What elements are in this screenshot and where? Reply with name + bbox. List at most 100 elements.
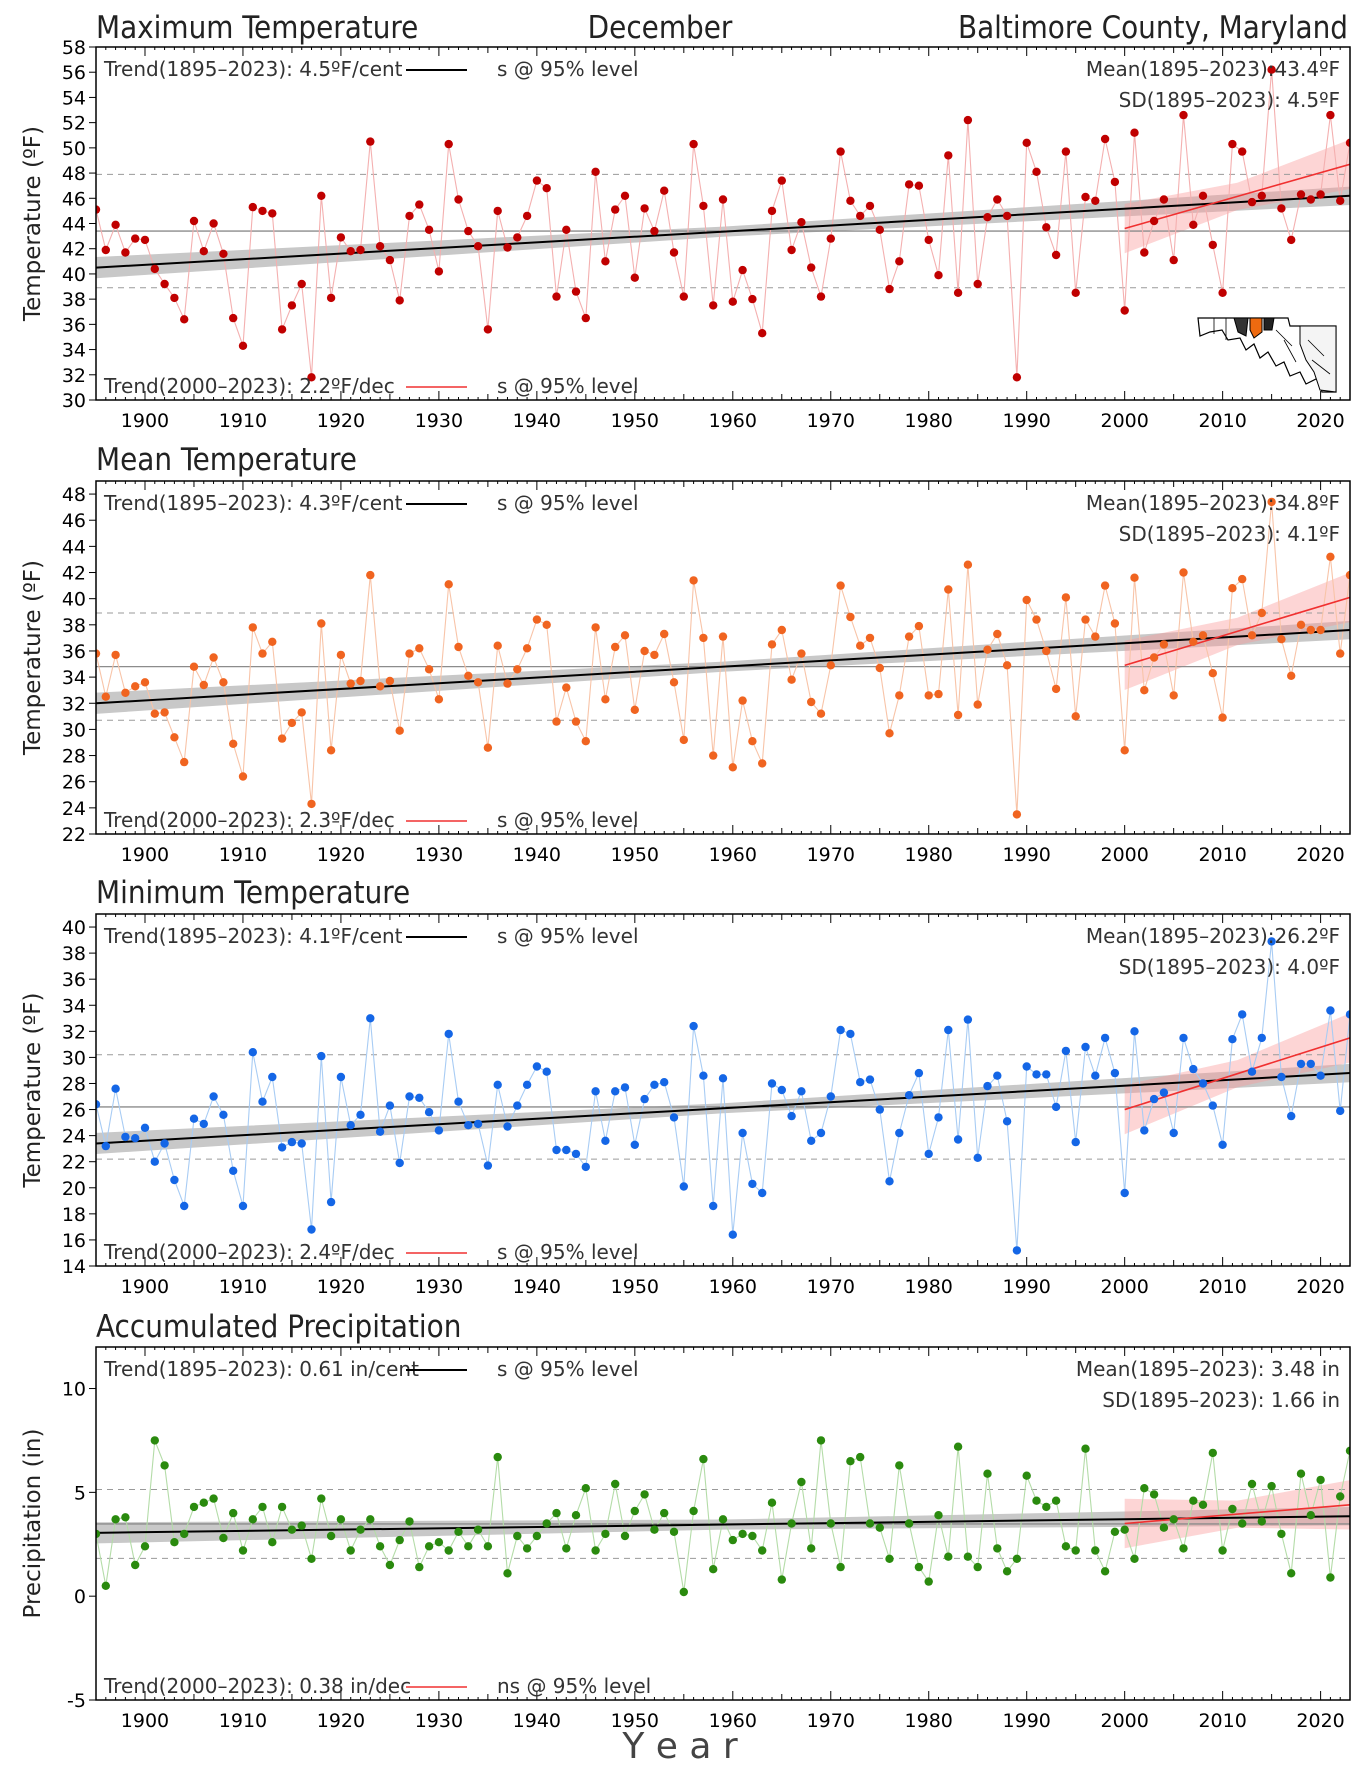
data-point — [160, 279, 169, 289]
data-point — [1277, 1529, 1286, 1539]
data-point — [562, 1145, 571, 1155]
data-point — [1326, 1573, 1335, 1582]
data-point — [1296, 1469, 1306, 1478]
plot-area-mean — [96, 497, 1350, 819]
data-point — [1140, 686, 1149, 695]
trend-line-long — [96, 1515, 1350, 1534]
data-point — [797, 218, 806, 227]
data-point — [493, 1452, 502, 1462]
data-point — [777, 176, 786, 185]
data-point — [444, 580, 453, 589]
x-tick-label: 2020 — [1296, 1710, 1344, 1732]
data-point — [1061, 593, 1071, 602]
data-point — [1002, 661, 1012, 670]
data-point — [180, 315, 189, 324]
data-point — [1267, 937, 1276, 946]
data-point — [1228, 1035, 1237, 1044]
x-tick-label: 1960 — [709, 844, 757, 866]
data-point — [738, 1529, 747, 1539]
data-point — [424, 665, 434, 674]
data-point — [552, 1508, 561, 1518]
data-point — [160, 1461, 169, 1470]
trend-line-recent — [1124, 163, 1350, 230]
trend-long-label: Trend(1895–2023): 4.5ºF/cent — [103, 57, 403, 81]
data-point — [865, 201, 875, 211]
data-point — [1189, 220, 1198, 229]
data-point — [1012, 1554, 1022, 1564]
data-point — [121, 1132, 130, 1142]
data-point — [953, 710, 963, 720]
data-point — [140, 1123, 150, 1133]
sig-long-label: s @ 95% level — [497, 924, 639, 948]
data-point — [1051, 1496, 1061, 1505]
data-point — [131, 1134, 140, 1143]
data-point — [483, 1161, 493, 1170]
data-point — [1326, 552, 1335, 561]
data-point — [1149, 1490, 1159, 1499]
x-tick-label: 1950 — [611, 844, 659, 866]
data-point — [777, 1085, 786, 1095]
data-point — [464, 1121, 473, 1130]
x-tick-label: 1970 — [807, 1710, 855, 1732]
x-tick-label: 2020 — [1296, 844, 1344, 866]
data-point — [699, 1454, 708, 1464]
y-tick-label: 44 — [62, 536, 86, 558]
data-point — [1179, 1544, 1188, 1553]
data-point — [611, 1479, 620, 1489]
y-tick-label: 32 — [62, 365, 86, 387]
trend-line-recent — [1124, 596, 1350, 667]
data-point — [385, 1101, 395, 1110]
data-point — [248, 1048, 257, 1057]
data-point — [1208, 669, 1218, 678]
data-point — [229, 1508, 238, 1518]
y-tick-label: 54 — [62, 87, 86, 109]
x-tick-label: 1930 — [415, 844, 463, 866]
data-point — [101, 1141, 111, 1151]
panel-max: 30 32 34 36 38 40 42 44 46 48 50 52 54 56 58 1900 1910 19… — [20, 37, 1351, 432]
data-point — [1149, 1094, 1159, 1104]
panel-min: 14 16 18 20 22 24 26 28 30 32 34 36 38 40 1900 1910 1920… — [20, 913, 1351, 1298]
data-point — [454, 642, 463, 652]
data-point — [209, 1494, 218, 1503]
data-point — [669, 678, 679, 687]
data-point — [1326, 1006, 1335, 1015]
data-point — [601, 695, 610, 704]
data-point — [101, 1581, 111, 1591]
data-point — [650, 226, 659, 236]
data-point — [767, 206, 777, 216]
data-point — [1002, 1117, 1012, 1126]
data-point — [640, 1490, 649, 1499]
data-point — [1208, 240, 1218, 250]
data-point — [346, 1546, 355, 1555]
x-tick-label: 1930 — [415, 410, 463, 432]
data-point — [758, 1546, 767, 1555]
data-point — [758, 329, 767, 338]
data-point — [1306, 1059, 1316, 1069]
data-point — [1042, 1070, 1051, 1079]
y-tick-label: 34 — [62, 667, 86, 689]
data-point — [1189, 1496, 1198, 1505]
data-point — [1042, 646, 1051, 656]
data-point — [983, 1469, 992, 1478]
data-point — [767, 1079, 777, 1088]
data-point — [454, 1097, 463, 1106]
data-point — [542, 184, 551, 193]
data-point — [287, 1137, 297, 1147]
data-point — [1061, 1046, 1071, 1056]
data-point — [846, 196, 855, 205]
y-tick-label: 32 — [62, 1021, 86, 1043]
data-point — [542, 620, 551, 629]
data-point — [728, 1230, 737, 1239]
data-point — [709, 1201, 718, 1211]
trend-recent-label: Trend(2000–2023): 0.38 in/dec — [103, 1674, 411, 1698]
data-point — [1277, 635, 1286, 644]
data-point — [483, 1542, 493, 1551]
data-point — [1238, 147, 1247, 156]
data-point — [415, 1562, 424, 1572]
data-point — [591, 1546, 600, 1555]
data-point — [277, 1143, 287, 1152]
data-point — [1120, 1525, 1129, 1534]
y-tick-label: 36 — [62, 314, 86, 336]
data-point — [1228, 139, 1237, 149]
